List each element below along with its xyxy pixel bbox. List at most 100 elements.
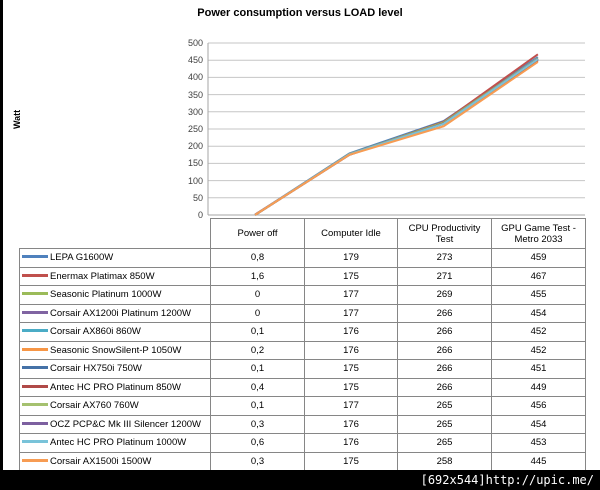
value-cell: 467 <box>491 266 586 286</box>
chart-title: Power consumption versus LOAD level <box>197 7 403 19</box>
value-cell: 265 <box>397 396 492 416</box>
value-cell: 0 <box>210 285 305 305</box>
series-name-label: LEPA G1600W <box>50 252 114 264</box>
value-cell: 0,1 <box>210 322 305 342</box>
value-cell: 177 <box>304 285 398 305</box>
table-row: OCZ PCP&C Mk III Silencer 1200W 0,3 176 265… <box>19 414 586 434</box>
value-cell: 273 <box>397 248 492 268</box>
series-name-cell: Corsair AX860i 860W <box>19 322 211 342</box>
series-name-label: Corsair AX1200i Platinum 1200W <box>50 307 191 319</box>
table-corner-cell <box>20 219 211 249</box>
series-name-cell: Antec HC PRO Platinum 850W <box>19 377 211 397</box>
value-cell: 258 <box>397 451 492 471</box>
legend-line-marker <box>22 273 48 277</box>
value-cell: 266 <box>397 322 492 342</box>
series-name-label: OCZ PCP&C Mk III Silencer 1200W <box>50 418 201 430</box>
value-cell: 454 <box>491 414 586 434</box>
y-tick-label: 100 <box>187 175 203 186</box>
watermark-bar: [692x544]http://upic.me/ <box>0 470 600 490</box>
table-column-header: CPU Productivity Test <box>397 218 492 249</box>
value-cell: 266 <box>397 303 492 323</box>
watermark-text: [692x544]http://upic.me/ <box>420 473 594 487</box>
y-tick-label: 200 <box>187 141 203 152</box>
series-name-label: Antec HC PRO Platinum 850W <box>50 381 181 393</box>
legend-line-marker <box>22 403 48 407</box>
value-cell: 265 <box>397 414 492 434</box>
series-name-label: Enermax Platimax 850W <box>50 270 155 282</box>
y-tick-label: 300 <box>187 106 203 117</box>
series-name-cell: OCZ PCP&C Mk III Silencer 1200W <box>19 414 211 434</box>
y-tick-label: 250 <box>187 124 203 134</box>
value-cell: 176 <box>304 322 398 342</box>
series-name-cell: Corsair HX750i 750W <box>19 359 211 379</box>
table-row: Corsair AX1500i 1500W 0,3 175 258 445 <box>19 451 586 471</box>
series-name-label: Corsair AX860i 860W <box>50 326 141 338</box>
table-row: Antec HC PRO Platinum 1000W 0,6 176 265 453 <box>19 433 586 453</box>
y-tick-label: 50 <box>192 192 203 203</box>
table-column-header: Power off <box>210 218 305 249</box>
value-cell: 452 <box>491 322 586 342</box>
table-row: Corsair HX750i 750W 0,1 175 266 451 <box>19 359 586 379</box>
value-cell: 0,3 <box>210 414 305 434</box>
table-row: Antec HC PRO Platinum 850W 0,4 175 266 449 <box>19 377 586 397</box>
y-tick-label: 500 <box>187 38 203 48</box>
results-table: Power off Computer Idle CPU Productivity T… <box>19 218 586 471</box>
y-tick-label: 400 <box>187 72 203 83</box>
series-line <box>254 61 539 216</box>
y-tick-label: 150 <box>187 158 203 169</box>
value-cell: 175 <box>304 359 398 379</box>
series-name-cell: Corsair AX1200i Platinum 1200W <box>19 303 211 323</box>
series-name-label: Seasonic Platinum 1000W <box>50 289 162 301</box>
value-cell: 0,4 <box>210 377 305 397</box>
legend-line-marker <box>22 421 48 425</box>
series-name-label: Seasonic SnowSilent-P 1050W <box>50 344 182 356</box>
value-cell: 177 <box>304 396 398 416</box>
y-tick-label: 450 <box>187 55 203 66</box>
legend-line-marker <box>22 329 48 333</box>
table-header: Power off Computer Idle CPU Productivity T… <box>20 218 586 249</box>
series-name-cell: Enermax Platimax 850W <box>19 266 211 286</box>
value-cell: 176 <box>304 414 398 434</box>
value-cell: 452 <box>491 340 586 360</box>
value-cell: 266 <box>397 340 492 360</box>
value-cell: 266 <box>397 359 492 379</box>
table-body: LEPA G1600W 0,8 179 273 459 Enermax Platimax … <box>19 248 586 471</box>
value-cell: 175 <box>304 266 398 286</box>
table-row: Corsair AX760 760W 0,1 177 265 456 <box>19 396 586 416</box>
series-name-label: Antec HC PRO Platinum 1000W <box>50 437 187 449</box>
legend-line-marker <box>22 292 48 296</box>
value-cell: 271 <box>397 266 492 286</box>
value-cell: 456 <box>491 396 586 416</box>
value-cell: 449 <box>491 377 586 397</box>
value-cell: 0,2 <box>210 340 305 360</box>
series-name-cell: Corsair AX760 760W <box>19 396 211 416</box>
y-tick-label: 0 <box>197 210 203 220</box>
value-cell: 453 <box>491 433 586 453</box>
value-cell: 175 <box>304 451 398 471</box>
value-cell: 179 <box>304 248 398 268</box>
series-name-label: Corsair AX760 760W <box>50 400 139 412</box>
value-cell: 455 <box>491 285 586 305</box>
value-cell: 0 <box>210 303 305 323</box>
value-cell: 175 <box>304 377 398 397</box>
value-cell: 265 <box>397 433 492 453</box>
table-column-header: Computer Idle <box>304 218 398 249</box>
table-row: Enermax Platimax 850W 1,6 175 271 467 <box>19 266 586 286</box>
value-cell: 266 <box>397 377 492 397</box>
series-name-cell: Seasonic SnowSilent-P 1050W <box>19 340 211 360</box>
legend-line-marker <box>22 458 48 462</box>
legend-line-marker <box>22 366 48 370</box>
value-cell: 177 <box>304 303 398 323</box>
value-cell: 445 <box>491 451 586 471</box>
line-chart-plot <box>207 42 585 216</box>
left-border-strip <box>0 0 3 490</box>
legend-line-marker <box>22 310 48 314</box>
value-cell: 451 <box>491 359 586 379</box>
series-line <box>254 56 539 216</box>
series-name-cell: Seasonic Platinum 1000W <box>19 285 211 305</box>
series-name-label: Corsair HX750i 750W <box>50 363 142 375</box>
table-row: LEPA G1600W 0,8 179 273 459 <box>19 248 586 268</box>
series-line <box>254 53 539 216</box>
series-name-cell: LEPA G1600W <box>19 248 211 268</box>
